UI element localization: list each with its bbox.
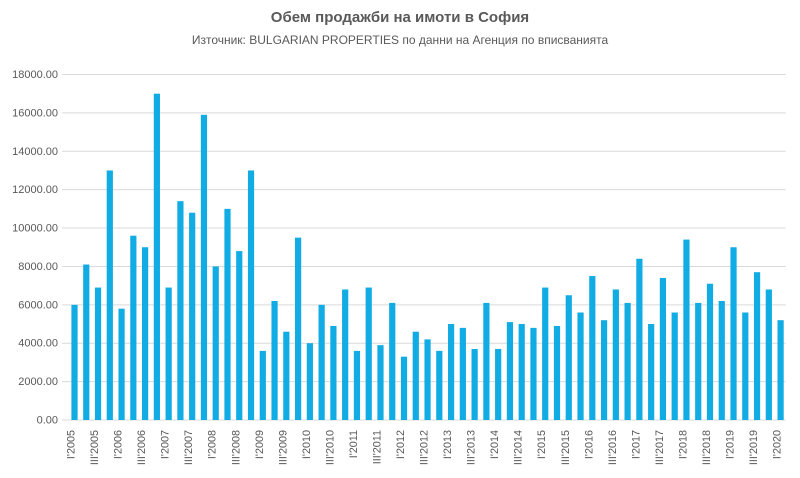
svg-text:14000.00: 14000.00 [12,146,58,158]
svg-text:I'2011: I'2011 [348,430,360,458]
svg-text:4000.00: 4000.00 [18,338,58,350]
svg-text:III'2008: III'2008 [230,430,242,465]
svg-text:I'2013: I'2013 [442,430,454,459]
svg-text:18000.00: 18000.00 [12,69,58,81]
svg-text:I'2019: I'2019 [725,430,737,459]
svg-text:III'2013: III'2013 [466,430,478,465]
svg-text:III'2007: III'2007 [183,430,195,465]
svg-text:III'2018: III'2018 [701,430,713,465]
svg-text:I'2008: I'2008 [207,430,219,459]
svg-text:I'2014: I'2014 [489,430,501,459]
svg-text:6000.00: 6000.00 [18,299,58,311]
svg-text:2000.00: 2000.00 [18,376,58,388]
svg-text:12000.00: 12000.00 [12,184,58,196]
svg-text:III'2009: III'2009 [277,430,289,465]
svg-text:16000.00: 16000.00 [12,107,58,119]
svg-text:10000.00: 10000.00 [12,223,58,235]
svg-text:I'2015: I'2015 [536,430,548,459]
svg-text:III'2014: III'2014 [513,430,525,465]
svg-text:III'2015: III'2015 [560,430,572,465]
svg-text:I'2010: I'2010 [301,430,313,459]
svg-text:I'2009: I'2009 [254,430,266,459]
svg-text:I'2016: I'2016 [583,430,595,459]
svg-text:0.00: 0.00 [37,415,58,427]
svg-text:I'2017: I'2017 [630,430,642,459]
svg-text:III'2005: III'2005 [89,430,101,465]
svg-text:III'2010: III'2010 [324,430,336,465]
svg-text:8000.00: 8000.00 [18,261,58,273]
svg-text:I'2012: I'2012 [395,430,407,459]
svg-text:I'2020: I'2020 [772,430,784,459]
svg-text:I'2018: I'2018 [677,430,689,459]
svg-text:I'2007: I'2007 [160,430,172,459]
svg-text:III'2012: III'2012 [419,430,431,465]
svg-text:III'2006: III'2006 [136,430,148,465]
svg-text:III'2019: III'2019 [748,430,760,465]
svg-text:III'2011: III'2011 [371,430,383,464]
svg-text:III'2016: III'2016 [607,430,619,465]
svg-text:I'2005: I'2005 [66,430,78,459]
svg-text:III'2017: III'2017 [654,430,666,465]
svg-text:I'2006: I'2006 [113,430,125,459]
